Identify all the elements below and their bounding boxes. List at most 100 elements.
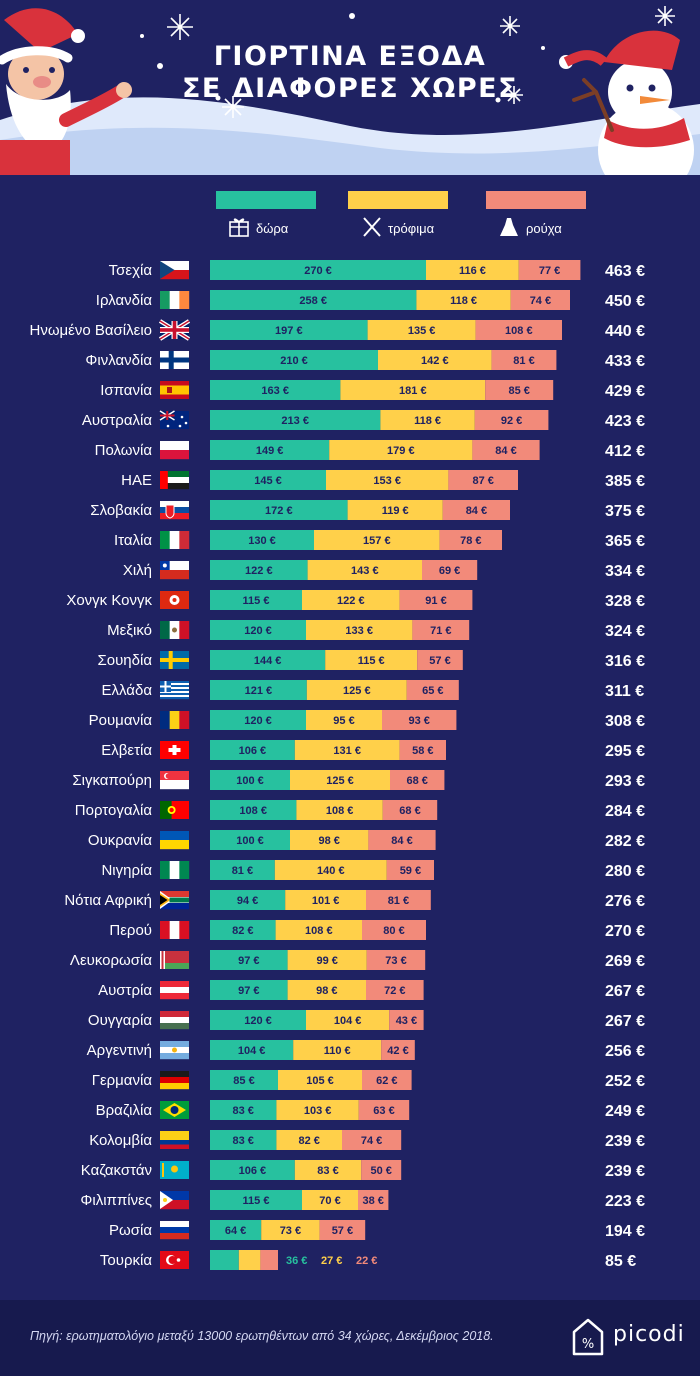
total-value-label: 256 € xyxy=(605,1043,645,1060)
chart-row: Αυστραλία 213 € 118 € 92 € 423 € xyxy=(82,410,645,430)
chart-row: Ελβετία 106 € 131 € 58 € 295 € xyxy=(101,740,645,760)
country-label: Αυστρία xyxy=(98,982,152,999)
bar-segment-clothes xyxy=(442,500,510,520)
bar-segment-clothes xyxy=(342,1130,402,1150)
bar-segment-food xyxy=(314,530,440,550)
ukraine-flag-icon xyxy=(160,831,189,850)
bar-value-label-gifts: 106 € xyxy=(239,745,267,757)
bar-value-label-food: 131 € xyxy=(333,745,361,757)
bar-value-label-clothes: 62 € xyxy=(376,1075,397,1087)
chart-row: Χιλή 122 € 143 € 69 € 334 € xyxy=(123,560,645,580)
bar-value-label-food: 122 € xyxy=(337,595,365,607)
bar-value-label-gifts: 97 € xyxy=(238,955,259,967)
chart-row: Λευκορωσία 97 € 99 € 73 € 269 € xyxy=(70,950,645,970)
bar-value-label-food: 110 € xyxy=(324,1045,351,1057)
snowflake-icon xyxy=(167,6,675,118)
picodi-logo-icon: % xyxy=(572,1318,604,1356)
country-label: Ελλάδα xyxy=(102,682,153,699)
bar-value-label-clothes: 43 € xyxy=(396,1015,417,1027)
bar-value-label-clothes: 73 € xyxy=(385,955,406,967)
bar-value-label-clothes: 74 € xyxy=(530,295,551,307)
country-label: Ρουμανία xyxy=(89,712,153,729)
chart-row: Περού 82 € 108 € 80 € 270 € xyxy=(109,920,645,940)
bar-segment-food xyxy=(306,710,382,730)
bar-value-label-clothes: 57 € xyxy=(429,655,450,667)
bar-value-label-food: 116 € xyxy=(459,265,486,277)
bar-segment-gifts xyxy=(210,440,330,460)
bar-value-label-food: 119 € xyxy=(382,505,409,517)
bar-segment-gifts xyxy=(210,320,368,340)
total-value-label: 334 € xyxy=(605,563,645,580)
bar-segment-gifts xyxy=(210,800,297,820)
bar-value-label-clothes: 59 € xyxy=(400,865,421,877)
page-title-line-1: ΓΙΟΡΤΙΝΑ ΕΞΟΔΑ xyxy=(213,41,487,72)
chart-row: Κολομβία 83 € 82 € 74 € 239 € xyxy=(89,1130,645,1150)
chart-row: Φινλανδία 210 € 142 € 81 € 433 € xyxy=(85,350,645,370)
bar-value-label-food: 83 € xyxy=(317,1165,338,1177)
country-label: Πορτογαλία xyxy=(75,802,153,819)
bar-segment-clothes xyxy=(358,1190,389,1210)
bar-value-label-clothes: 74 € xyxy=(361,1135,382,1147)
total-value-label: 280 € xyxy=(605,863,645,880)
chart-row: Αυστρία 97 € 98 € 72 € 267 € xyxy=(98,980,645,1000)
bar-segment-gifts xyxy=(210,830,290,850)
bar-segment-gifts xyxy=(210,1100,277,1120)
source-note: Πηγή: ερωτηματολόγιο μεταξύ 13000 ερωτηθ… xyxy=(30,1329,494,1343)
bar-value-label-clothes: 81 € xyxy=(513,355,534,367)
bar-value-label-gifts: 213 € xyxy=(281,415,309,427)
bar-value-label-food: 125 € xyxy=(326,775,354,787)
bar-value-label-gifts: 100 € xyxy=(236,835,264,847)
total-value-label: 267 € xyxy=(605,983,645,1000)
bar-segment-clothes xyxy=(358,1100,410,1120)
bar-value-label-food: 98 € xyxy=(316,985,337,997)
bar-value-label-clothes: 84 € xyxy=(495,445,516,457)
kazakhstan-flag-icon xyxy=(160,1161,189,1179)
bar-segment-food xyxy=(302,590,400,610)
bar-value-label-clothes: 68 € xyxy=(399,805,420,817)
poland-flag-icon xyxy=(160,441,189,460)
bar-segment-clothes xyxy=(361,1160,402,1180)
argentina-flag-icon xyxy=(160,1041,189,1060)
legend-label-gifts: δώρα xyxy=(256,221,289,236)
total-value-label: 463 € xyxy=(605,263,645,280)
bar-value-label-food: 118 € xyxy=(450,295,477,307)
bar-value-label-gifts: 210 € xyxy=(280,355,308,367)
bar-value-label-food: 142 € xyxy=(421,355,449,367)
country-label: ΗΑΕ xyxy=(121,472,152,489)
chart-row: Σιγκαπούρη 100 € 125 € 68 € 293 € xyxy=(72,770,645,790)
bar-segment-clothes xyxy=(368,830,436,850)
country-label: Ουκρανία xyxy=(88,832,152,849)
bar-value-label-clothes: 57 € xyxy=(332,1225,353,1237)
south-africa-flag-icon xyxy=(160,891,189,910)
total-value-label: 375 € xyxy=(605,503,645,520)
bar-value-label-clothes: 78 € xyxy=(460,535,481,547)
bar-value-label-food: 143 € xyxy=(351,565,379,577)
total-value-label: 282 € xyxy=(605,833,645,850)
bar-segment-food xyxy=(296,800,383,820)
bar-segment-gifts xyxy=(210,410,381,430)
sweden-flag-icon xyxy=(160,651,189,669)
country-label: Σουηδία xyxy=(97,652,152,669)
bar-value-label-gifts: 258 € xyxy=(299,295,327,307)
country-label: Ελβετία xyxy=(101,742,152,759)
chart-row: Τσεχία 270 € 116 € 77 € 463 € xyxy=(109,260,645,280)
bar-value-label-food: 99 € xyxy=(316,955,337,967)
bar-segment-food xyxy=(426,260,519,280)
bar-segment-food xyxy=(367,320,476,340)
bar-value-label-clothes: 72 € xyxy=(384,985,405,997)
bar-value-label-gifts: 83 € xyxy=(232,1135,253,1147)
bar-segment-food xyxy=(307,560,422,580)
singapore-flag-icon xyxy=(160,771,189,790)
philippines-flag-icon xyxy=(160,1191,189,1210)
legend-swatch-clothes xyxy=(486,191,586,209)
bar-segment-clothes xyxy=(474,410,549,430)
country-label: Σλοβακία xyxy=(90,502,152,519)
uae-flag-icon xyxy=(160,471,189,490)
total-value-label: 423 € xyxy=(605,413,645,430)
country-label: Μεξικό xyxy=(107,622,152,639)
legend-swatch-food xyxy=(348,191,448,209)
bar-value-label-clothes: 65 € xyxy=(422,685,443,697)
bar-value-label-gifts: 115 € xyxy=(243,1195,270,1207)
chart-row: Ελλάδα 121 € 125 € 65 € 311 € xyxy=(102,680,644,700)
bar-segment-food xyxy=(290,830,369,850)
